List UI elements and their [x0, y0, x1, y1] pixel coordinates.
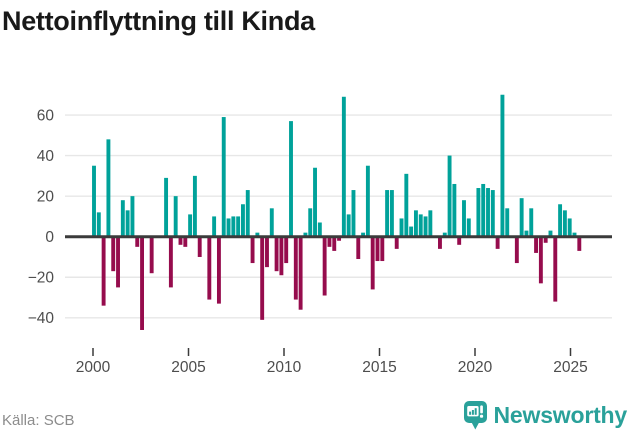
newsworthy-wordmark: Newsworthy: [493, 402, 628, 428]
svg-text:2015: 2015: [362, 359, 396, 376]
svg-text:60: 60: [37, 107, 55, 124]
svg-text:2025: 2025: [553, 359, 587, 376]
svg-text:−40: −40: [28, 310, 55, 327]
svg-text:2005: 2005: [171, 359, 205, 376]
svg-text:0: 0: [45, 229, 54, 246]
svg-text:2020: 2020: [458, 359, 493, 376]
svg-text:2000: 2000: [76, 359, 111, 376]
svg-text:2010: 2010: [267, 359, 302, 376]
svg-text:−20: −20: [28, 270, 55, 287]
svg-text:40: 40: [37, 148, 55, 165]
newsworthy-logo: Newsworthy: [463, 401, 628, 430]
svg-text:20: 20: [37, 189, 55, 206]
newsworthy-badge-icon: [463, 401, 487, 430]
chart-title: Nettoinflyttning till Kinda: [2, 6, 315, 36]
source-label: Källa: SCB: [2, 412, 75, 429]
